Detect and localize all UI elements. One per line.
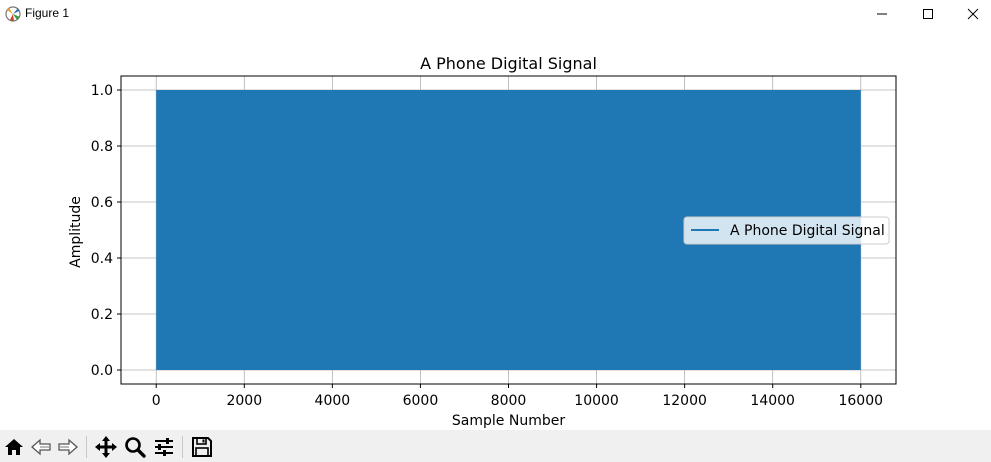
- window-titlebar: Figure 1: [0, 0, 991, 28]
- x-axis-ticks: 0 2000 4000 6000 8000 10000 12000 14000 16000: [152, 384, 883, 409]
- figure-canvas[interactable]: A Phone Digital Signal 0 2000 4000 6000 8000…: [0, 40, 991, 430]
- x-tick-label: 10000: [574, 393, 619, 409]
- toolbar-separator: [182, 436, 183, 458]
- x-tick-label: 2000: [226, 393, 262, 409]
- x-axis-label: Sample Number: [452, 413, 565, 429]
- forward-button[interactable]: [54, 434, 82, 460]
- legend: A Phone Digital Signal: [683, 216, 890, 245]
- window-title: Figure 1: [25, 6, 70, 20]
- save-button[interactable]: [188, 434, 216, 460]
- y-tick-label: 0.0: [91, 363, 113, 379]
- zoom-icon: [125, 437, 146, 458]
- x-tick-label: 12000: [662, 393, 707, 409]
- y-axis-label: Amplitude: [68, 196, 84, 268]
- close-button[interactable]: [950, 0, 991, 28]
- maximize-button[interactable]: [905, 0, 951, 28]
- chart: A Phone Digital Signal 0 2000 4000 6000 8000…: [68, 54, 897, 429]
- configure-icon: [155, 438, 173, 456]
- pan-icon: [95, 436, 117, 458]
- x-tick-label: 4000: [315, 393, 351, 409]
- y-tick-label: 0.4: [91, 251, 113, 267]
- chart-title: A Phone Digital Signal: [420, 54, 597, 73]
- minimize-icon: [877, 13, 887, 15]
- legend-box: [683, 216, 890, 245]
- x-tick-label: 8000: [491, 393, 527, 409]
- home-icon: [5, 439, 23, 455]
- close-icon: [967, 8, 979, 20]
- app-icon: [4, 5, 22, 23]
- toolbar-separator: [86, 436, 87, 458]
- y-tick-label: 0.2: [91, 307, 113, 323]
- x-tick-label: 6000: [403, 393, 439, 409]
- x-tick-label: 14000: [750, 393, 795, 409]
- y-tick-label: 0.8: [91, 139, 113, 155]
- x-tick-label: 0: [152, 393, 161, 409]
- y-axis-ticks: 0.0 0.2 0.4 0.6 0.8 1.0: [91, 83, 121, 379]
- pan-button[interactable]: [92, 434, 120, 460]
- home-button[interactable]: [0, 434, 28, 460]
- y-tick-label: 0.6: [91, 195, 113, 211]
- back-icon: [31, 438, 51, 456]
- zoom-button[interactable]: [121, 434, 149, 460]
- y-tick-label: 1.0: [91, 83, 113, 99]
- legend-label: A Phone Digital Signal: [730, 223, 885, 239]
- save-icon: [192, 437, 212, 457]
- maximize-icon: [923, 9, 933, 19]
- navigation-toolbar: [0, 430, 991, 462]
- configure-subplots-button[interactable]: [150, 434, 178, 460]
- minimize-button[interactable]: [859, 0, 905, 28]
- x-tick-label: 16000: [838, 393, 883, 409]
- back-button[interactable]: [27, 434, 55, 460]
- forward-icon: [58, 438, 78, 456]
